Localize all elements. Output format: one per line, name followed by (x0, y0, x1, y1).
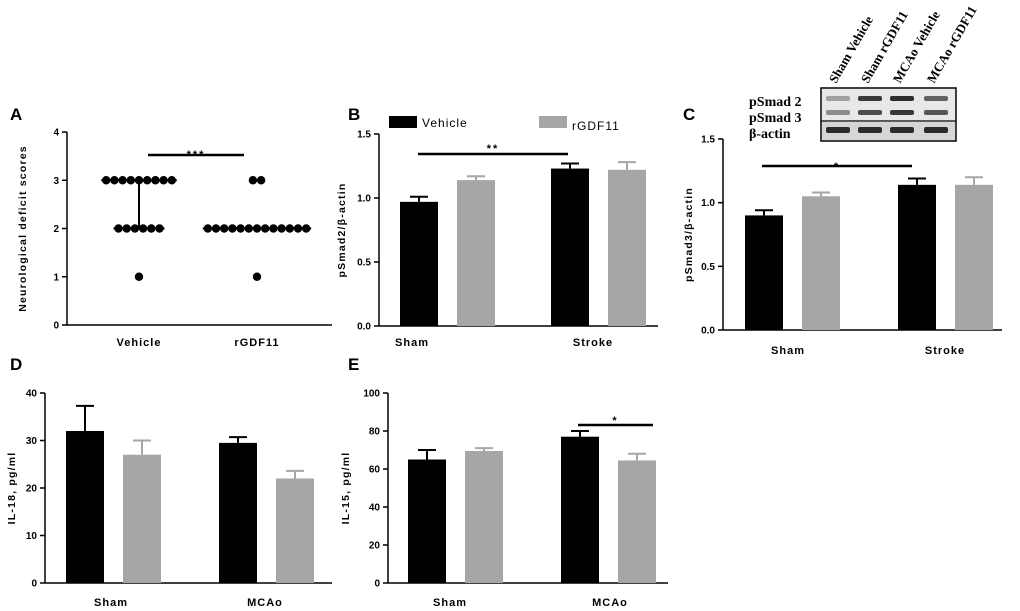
bar-rgdf11 (955, 184, 993, 330)
y-axis-label: Neurological deficit scores (17, 145, 29, 312)
x-category-label: Stroke (573, 337, 613, 349)
bar-rgdf11 (457, 180, 495, 326)
y-tick-label: 0.5 (357, 258, 371, 269)
x-category-label: Sham (771, 345, 805, 357)
blot-actin-strip (822, 122, 955, 140)
y-tick-label: 0 (31, 579, 37, 590)
bar-rgdf11 (465, 450, 503, 583)
y-tick-label: 3 (53, 176, 59, 187)
y-tick-label: 4 (53, 128, 59, 139)
bar-vehicle (408, 459, 446, 583)
bar-rgdf11 (618, 460, 656, 583)
y-tick-label: 40 (26, 389, 38, 400)
y-tick-label: 0.5 (701, 262, 715, 273)
y-axis-label: IL-15, pg/ml (340, 452, 352, 525)
blot-band (858, 96, 882, 101)
data-point-rgdf11 (248, 176, 258, 185)
blot-band (890, 96, 914, 101)
data-point-rgdf11 (252, 272, 262, 281)
blot-band (826, 96, 850, 101)
x-category-label: Sham (94, 597, 128, 609)
x-category-label: Sham (395, 337, 429, 349)
legend-swatch-rgdf11 (539, 116, 567, 128)
y-tick-label: 0.0 (357, 322, 371, 333)
legend-label-vehicle: Vehicle (422, 116, 468, 130)
x-category-label: Stroke (925, 345, 965, 357)
y-tick-label: 1.5 (701, 135, 715, 146)
bar-rgdf11 (276, 478, 314, 583)
y-tick-label: 1 (53, 272, 59, 283)
blot-band (858, 127, 882, 133)
legend: Vehicle rGDF11 (389, 116, 620, 133)
x-category-label: rGDF11 (234, 337, 279, 349)
bar-vehicle (551, 168, 589, 326)
bar-vehicle (745, 215, 783, 330)
blot-band (890, 110, 914, 115)
y-axis-label: pSmad3/β-actin (683, 187, 695, 282)
bar-vehicle (898, 184, 936, 330)
y-tick-label: 30 (26, 436, 38, 447)
blot-band (826, 110, 850, 115)
panel-letter-d: D (10, 355, 22, 374)
x-category-label: MCAo (592, 597, 628, 609)
bar-vehicle (219, 442, 257, 583)
chart-panel-b: 0.0 0.5 1.0 1.5 pSmad2/β-actin Sham Stroke ** (336, 130, 658, 349)
chart-panel-d: 0 10 20 30 40 IL-18, pg/ml Sham MCAo (6, 389, 332, 609)
panel-letter-e: E (348, 355, 359, 374)
y-tick-label: 0.0 (701, 326, 715, 337)
chart-panel-a: 0 1 2 3 4 Neurological deficit scores Vehicle r… (17, 128, 332, 349)
y-tick-label: 20 (369, 541, 381, 552)
y-tick-label: 1.0 (701, 198, 715, 209)
legend-swatch-vehicle (389, 116, 417, 128)
significance-label: ** (487, 143, 500, 155)
chart-panel-c: 0.0 0.5 1.0 1.5 pSmad3/β-actin Sham Stroke * (683, 135, 1002, 357)
x-category-label: Vehicle (117, 337, 162, 349)
significance-label: * (612, 415, 618, 427)
bar-rgdf11 (608, 169, 646, 326)
y-tick-label: 1.0 (357, 194, 371, 205)
panel-letter-c: C (683, 105, 695, 124)
blot-psmad-strip (822, 89, 955, 121)
legend-label-rgdf11: rGDF11 (572, 119, 620, 133)
blot-row-psmad2: pSmad 2 (749, 95, 802, 110)
blot-band (826, 127, 850, 133)
y-tick-label: 20 (26, 484, 38, 495)
y-tick-label: 1.5 (357, 130, 371, 141)
y-axis-label: IL-18, pg/ml (6, 452, 18, 525)
y-axis-label: pSmad2/β-actin (336, 183, 348, 278)
y-tick-label: 0 (53, 321, 59, 332)
bar-vehicle (561, 436, 599, 583)
blot-band (924, 96, 948, 101)
y-tick-label: 100 (363, 389, 380, 400)
blot-band (924, 110, 948, 115)
y-tick-label: 10 (26, 531, 38, 542)
y-tick-label: 40 (369, 503, 381, 514)
x-category-label: Sham (433, 597, 467, 609)
x-category-label: MCAo (247, 597, 283, 609)
bar-vehicle (400, 201, 438, 326)
bar-vehicle (66, 431, 104, 583)
panel-letter-b: B (348, 105, 360, 124)
blot-band (890, 127, 914, 133)
blot-band (858, 110, 882, 115)
chart-panel-e: 0 20 40 60 80 100 IL-15, pg/ml Sham MCAo * (340, 389, 668, 609)
y-tick-label: 2 (53, 224, 59, 235)
y-tick-label: 60 (369, 465, 381, 476)
y-tick-label: 80 (369, 427, 381, 438)
data-point-vehicle (134, 272, 144, 281)
panel-letter-a: A (10, 105, 22, 124)
blot-band (924, 127, 948, 133)
bar-rgdf11 (802, 196, 840, 330)
bar-rgdf11 (123, 454, 161, 583)
significance-label: * (834, 161, 840, 173)
y-tick-label: 0 (374, 579, 380, 590)
data-point-rgdf11 (256, 176, 266, 185)
blot-row-psmad3: pSmad 3 (749, 111, 802, 126)
blot-row-actin: β-actin (749, 127, 791, 142)
significance-label: *** (187, 149, 206, 161)
